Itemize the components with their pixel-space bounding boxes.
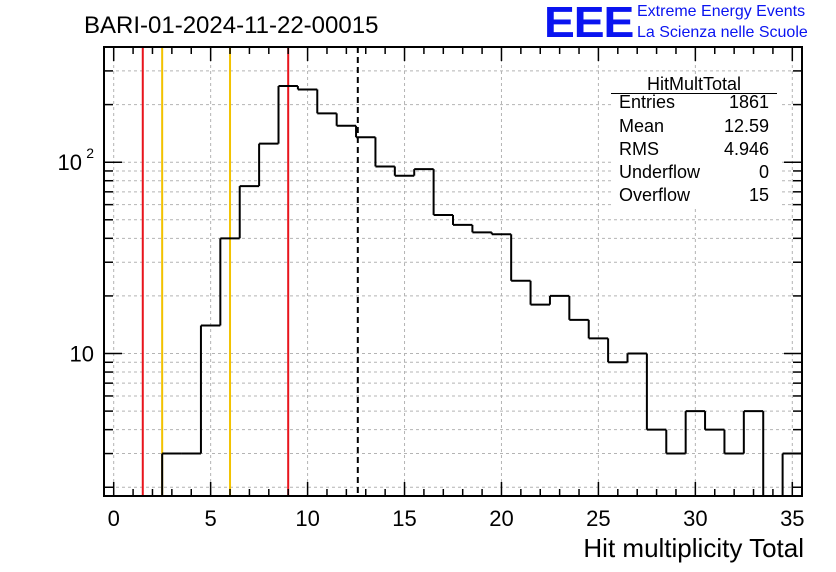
histogram-bar bbox=[723, 429, 744, 455]
x-tick-label: 10 bbox=[295, 506, 319, 531]
histogram-bar bbox=[355, 125, 376, 139]
stat-label: Entries bbox=[619, 92, 676, 112]
histogram-bar bbox=[432, 169, 453, 216]
x-tick-label: 20 bbox=[489, 506, 513, 531]
stat-value: 4.946 bbox=[723, 139, 769, 159]
histogram-bar bbox=[704, 411, 725, 431]
x-tick-label: 30 bbox=[683, 506, 707, 531]
histogram-bar bbox=[490, 232, 512, 236]
histogram-bar bbox=[199, 324, 221, 454]
eee-logo: EEE bbox=[544, 0, 634, 47]
stats-title-underline bbox=[611, 93, 777, 94]
stats-title: HitMultTotal bbox=[646, 74, 742, 94]
marker-lines bbox=[141, 47, 359, 496]
histogram-bar bbox=[219, 237, 240, 326]
histogram-bar bbox=[335, 113, 357, 127]
x-tick-labels: 0 5 10 15 20 25 30 35 bbox=[108, 506, 805, 531]
stat-row-rms: RMS 4.946 bbox=[619, 139, 769, 161]
axis-ticks bbox=[104, 46, 802, 496]
y-tick-label: 10 bbox=[58, 150, 82, 175]
stat-value: 12.59 bbox=[723, 116, 769, 136]
histogram-bar bbox=[742, 410, 764, 454]
stat-value: 1861 bbox=[728, 92, 769, 112]
chart-title: BARI-01-2024-11-22-00015 bbox=[84, 12, 379, 39]
y-tick-label-exponent: 2 bbox=[86, 145, 94, 161]
histogram-bar bbox=[258, 142, 279, 187]
logo-caption-line1: Extreme Energy Events bbox=[637, 3, 806, 20]
x-tick-label: 0 bbox=[108, 506, 120, 531]
logo-caption-line2: La Scienza nelle Scuole bbox=[637, 24, 808, 41]
histogram-bar bbox=[529, 280, 550, 306]
stat-label: Mean bbox=[619, 116, 665, 136]
x-axis-label: Hit multiplicity Total bbox=[583, 533, 804, 563]
histogram-bar bbox=[161, 452, 182, 496]
histogram-bar bbox=[665, 429, 686, 455]
y-tick-label: 10 bbox=[70, 342, 94, 367]
histogram-bar bbox=[510, 234, 531, 282]
stat-label: Underflow bbox=[619, 162, 701, 182]
stat-value: 0 bbox=[758, 162, 769, 182]
histogram-bar bbox=[645, 353, 667, 431]
stat-row-underflow: Underflow 0 bbox=[619, 162, 769, 184]
histogram-bar bbox=[277, 85, 298, 144]
x-tick-label: 5 bbox=[205, 506, 217, 531]
histogram-bar bbox=[626, 352, 647, 363]
stat-row-overflow: Overflow 15 bbox=[619, 185, 769, 207]
histogram-bar bbox=[587, 319, 609, 340]
histogram-bar bbox=[316, 89, 337, 115]
histogram-bar bbox=[568, 295, 589, 321]
histogram-bar bbox=[607, 338, 628, 364]
stat-label: Overflow bbox=[619, 185, 691, 205]
stat-value: 15 bbox=[748, 185, 769, 205]
histogram-bar bbox=[413, 168, 434, 176]
histogram-bar bbox=[684, 410, 706, 454]
stat-row-entries: Entries 1861 bbox=[619, 92, 769, 114]
histogram-bar bbox=[471, 224, 492, 234]
stat-row-mean: Mean 12.59 bbox=[619, 116, 769, 138]
x-tick-label: 15 bbox=[392, 506, 416, 531]
histogram-bar bbox=[452, 214, 473, 226]
x-tick-label: 25 bbox=[586, 506, 610, 531]
stat-label: RMS bbox=[619, 139, 659, 159]
plot-frame bbox=[103, 46, 803, 497]
histogram-bar bbox=[393, 166, 415, 177]
x-tick-label: 35 bbox=[780, 506, 804, 531]
histogram-bar bbox=[296, 86, 318, 91]
stats-box: HitMultTotal Entries 1861 Mean 12.59 RMS… bbox=[611, 74, 781, 208]
histogram-bar bbox=[374, 137, 395, 168]
histogram-bar bbox=[548, 294, 570, 305]
histogram-bar bbox=[238, 185, 260, 239]
